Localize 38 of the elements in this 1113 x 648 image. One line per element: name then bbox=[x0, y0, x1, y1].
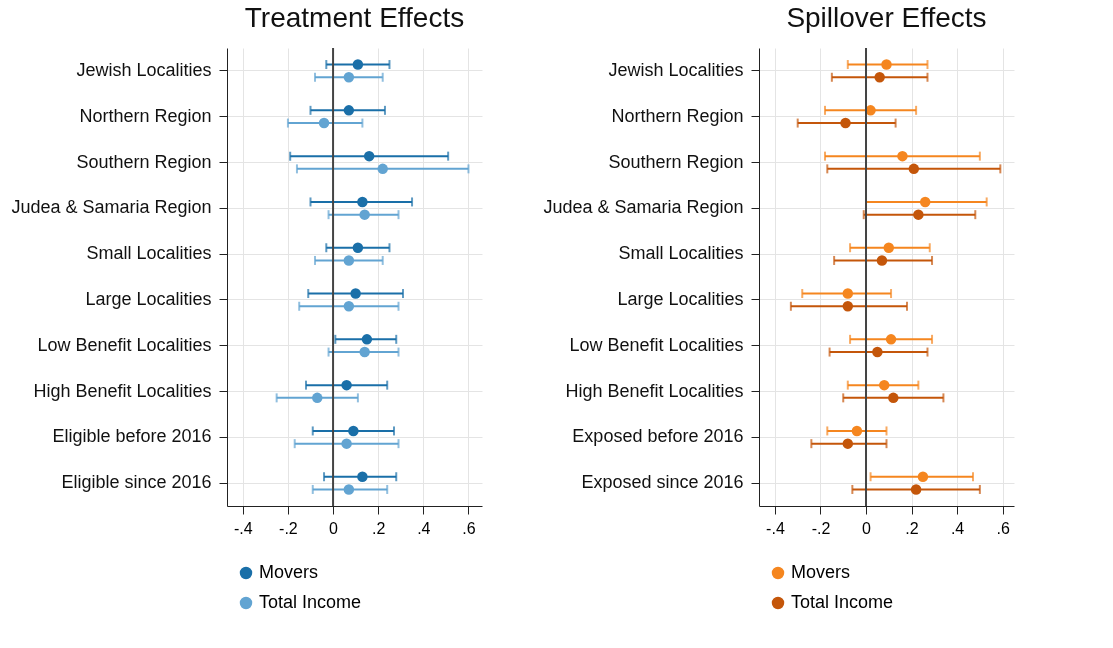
y-tick-label: Jewish Localities bbox=[608, 59, 744, 80]
y-tick-label: Southern Region bbox=[608, 151, 744, 172]
x-tick-label: .4 bbox=[417, 519, 431, 537]
y-tick-label: Small Localities bbox=[618, 243, 744, 264]
y-tick-label: High Benefit Localities bbox=[33, 380, 212, 401]
x-tick-label: -.4 bbox=[233, 519, 253, 537]
x-tick-label: .2 bbox=[905, 519, 919, 537]
legend-label: Movers bbox=[259, 562, 319, 582]
x-tick-label: -.2 bbox=[279, 519, 298, 537]
y-tick-label: Southern Region bbox=[76, 151, 212, 172]
y-tick-label: Judea & Samaria Region bbox=[11, 197, 212, 218]
x-tick-label: 0 bbox=[862, 519, 872, 537]
x-tick-label: .2 bbox=[372, 519, 386, 537]
legend-label: Movers bbox=[791, 562, 851, 582]
legend-label: Total Income bbox=[259, 592, 362, 612]
x-tick-label: .6 bbox=[996, 519, 1010, 537]
y-tick-label: Eligible since 2016 bbox=[61, 472, 212, 493]
y-tick-label: Eligible before 2016 bbox=[52, 426, 212, 447]
x-tick-label: .4 bbox=[950, 519, 965, 537]
x-tick-label: -.2 bbox=[811, 519, 831, 537]
y-tick-label: Low Benefit Localities bbox=[569, 334, 744, 355]
y-tick-label: Jewish Localities bbox=[76, 59, 212, 80]
y-tick-label: Small Localities bbox=[86, 243, 212, 264]
y-tick-label: Exposed since 2016 bbox=[581, 472, 744, 493]
y-tick-label: Judea & Samaria Region bbox=[543, 197, 744, 218]
y-tick-label: Northern Region bbox=[79, 105, 212, 126]
y-tick-label: Exposed before 2016 bbox=[572, 426, 744, 447]
x-tick-label: 0 bbox=[329, 519, 339, 537]
chart-title: Treatment Effects bbox=[244, 2, 465, 33]
legend-label: Total Income bbox=[791, 592, 894, 612]
y-tick-label: Large Localities bbox=[85, 288, 212, 309]
y-tick-label: High Benefit Localities bbox=[565, 380, 744, 401]
y-tick-label: Northern Region bbox=[611, 105, 744, 126]
x-tick-label: -.4 bbox=[766, 519, 785, 537]
y-tick-label: Large Localities bbox=[617, 288, 744, 309]
x-tick-label: .6 bbox=[462, 519, 476, 537]
chart-title: Spillover Effects bbox=[786, 2, 987, 33]
y-tick-label: Low Benefit Localities bbox=[37, 334, 212, 355]
